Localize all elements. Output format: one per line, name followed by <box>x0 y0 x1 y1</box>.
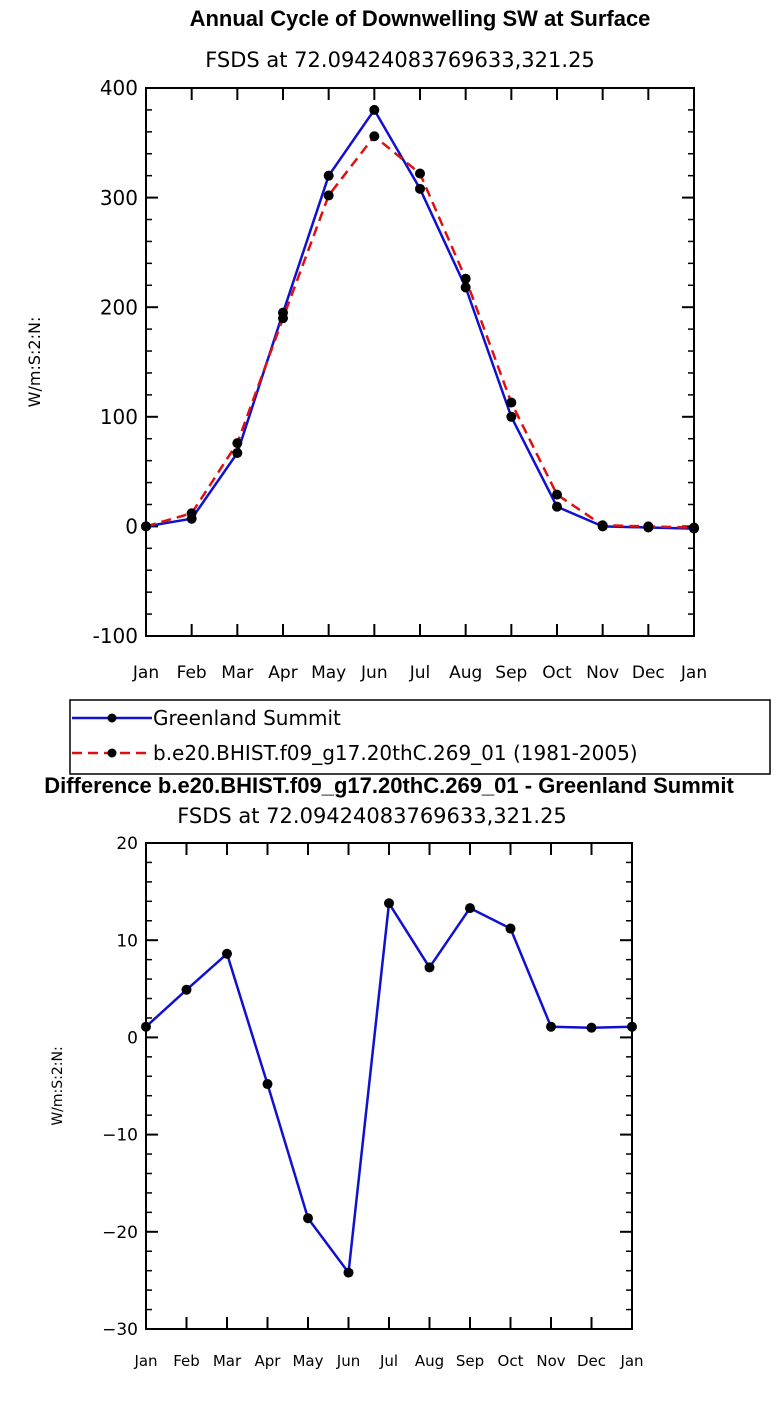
data-point-series-1 <box>369 131 380 142</box>
data-point-series-0 <box>546 1021 556 1032</box>
y-tick-label: 400 <box>100 76 138 100</box>
x-tick-label: Mar <box>213 1352 242 1370</box>
data-point-series-1 <box>186 508 197 519</box>
x-tick-label: Oct <box>498 1352 524 1370</box>
data-point-series-0 <box>586 1022 597 1033</box>
x-tick-label: Sep <box>456 1352 484 1370</box>
chart2-plot-frame <box>145 842 633 1330</box>
data-point-series-0 <box>222 948 232 959</box>
chart1-y-tick-labels: -100 0 100 200 300 400 <box>93 76 138 648</box>
chart1-y-axis-label: W/m:S:2:N: <box>25 317 44 408</box>
y-tick-label: 200 <box>100 295 138 319</box>
legend-marker-model <box>107 748 117 758</box>
data-point-series-0 <box>303 1213 313 1224</box>
x-tick-label: Feb <box>177 663 207 683</box>
chart2-series-group <box>141 898 637 1278</box>
x-tick-label: Jul <box>379 1352 398 1370</box>
chart-annual-cycle: Annual Cycle of Downwelling SW at Surfac… <box>25 6 707 683</box>
data-point-series-0 <box>232 447 243 458</box>
chart2-y-tick-labels: −30 −20 −10 0 10 20 <box>102 834 138 1340</box>
x-tick-label: May <box>292 1352 323 1370</box>
x-tick-label: Nov <box>536 1352 565 1370</box>
x-tick-label: Aug <box>449 663 482 683</box>
x-tick-label: Jan <box>680 663 707 683</box>
data-point-series-1 <box>323 190 334 201</box>
data-point-series-1 <box>643 521 654 532</box>
x-tick-label: Sep <box>495 663 527 683</box>
data-point-series-0 <box>323 170 334 181</box>
data-point-series-1 <box>597 520 608 531</box>
y-tick-label: 20 <box>116 834 138 854</box>
chart1-x-tick-labels: Jan Feb Mar Apr May Jun Jul Aug Sep Oct Nov Dec Jan <box>132 663 707 683</box>
x-tick-label: Dec <box>632 663 665 683</box>
x-tick-label: Jan <box>619 1352 643 1370</box>
data-point-series-0 <box>460 282 471 293</box>
x-tick-label: Apr <box>268 663 297 683</box>
chart1-series-group <box>141 104 699 534</box>
y-tick-label: −30 <box>102 1320 138 1340</box>
x-tick-label: May <box>311 663 346 683</box>
y-tick-label: -100 <box>93 624 138 648</box>
x-tick-label: Jan <box>133 1352 157 1370</box>
x-tick-label: Feb <box>173 1352 200 1370</box>
data-point-series-0 <box>181 984 192 995</box>
y-tick-label: −20 <box>102 1223 138 1243</box>
x-tick-label: Jan <box>132 663 159 683</box>
y-tick-label: 100 <box>100 405 138 429</box>
series-line-1 <box>145 134 695 529</box>
data-point-series-1 <box>415 168 425 179</box>
y-tick-label: 0 <box>127 1029 138 1049</box>
data-point-series-0 <box>505 923 516 934</box>
legend-marker-greenland-summit <box>107 713 117 723</box>
data-point-series-0 <box>384 898 394 909</box>
data-point-series-1 <box>552 489 562 500</box>
data-point-series-0 <box>262 1079 273 1090</box>
chart-difference: Difference b.e20.BHIST.f09_g17.20thC.269… <box>44 773 734 1370</box>
chart1-plot-frame <box>145 87 695 637</box>
chart2-y-axis-label: W/m:S:2:N: <box>50 1046 66 1125</box>
chart1-title: Annual Cycle of Downwelling SW at Surfac… <box>190 6 651 31</box>
data-point-series-0 <box>465 903 475 914</box>
legend-label-greenland-summit: Greenland Summit <box>153 706 341 730</box>
data-point-series-1 <box>232 438 243 449</box>
x-tick-label: Mar <box>221 663 253 683</box>
x-tick-label: Jun <box>336 1352 360 1370</box>
data-point-series-1 <box>460 273 471 284</box>
x-tick-label: Dec <box>577 1352 606 1370</box>
x-tick-label: Jun <box>360 663 388 683</box>
chart2-subtitle: FSDS at 72.09424083769633,321.25 <box>177 804 567 828</box>
legend-label-model: b.e20.BHIST.f09_g17.20thC.269_01 (1981-2… <box>153 741 638 765</box>
chart1-subtitle: FSDS at 72.09424083769633,321.25 <box>205 48 595 72</box>
y-tick-label: −10 <box>102 1126 138 1146</box>
chart2-x-tick-labels: Jan Feb Mar Apr May Jun Jul Aug Sep Oct Nov Dec Jan <box>133 1352 643 1370</box>
legend: Greenland Summit b.e20.BHIST.f09_g17.20t… <box>69 699 771 775</box>
series-line-0 <box>145 902 633 1274</box>
data-point-series-0 <box>343 1267 354 1278</box>
y-tick-label: 300 <box>100 186 138 210</box>
x-tick-label: Oct <box>542 663 572 683</box>
data-point-series-0 <box>424 962 435 973</box>
x-tick-label: Aug <box>415 1352 444 1370</box>
x-tick-label: Apr <box>255 1352 282 1370</box>
legend-box <box>69 699 771 775</box>
data-point-series-0 <box>506 411 517 422</box>
data-point-series-0 <box>552 501 562 512</box>
data-point-series-1 <box>278 313 288 324</box>
y-tick-label: 0 <box>125 515 138 539</box>
chart2-axis-ticks <box>145 842 633 1330</box>
x-tick-label: Nov <box>586 663 619 683</box>
data-point-series-1 <box>506 397 517 408</box>
data-point-series-0 <box>369 104 380 115</box>
data-point-series-0 <box>415 183 425 194</box>
chart2-title: Difference b.e20.BHIST.f09_g17.20thC.269… <box>44 773 734 798</box>
x-tick-label: Jul <box>409 663 431 683</box>
y-tick-label: 10 <box>116 931 138 951</box>
